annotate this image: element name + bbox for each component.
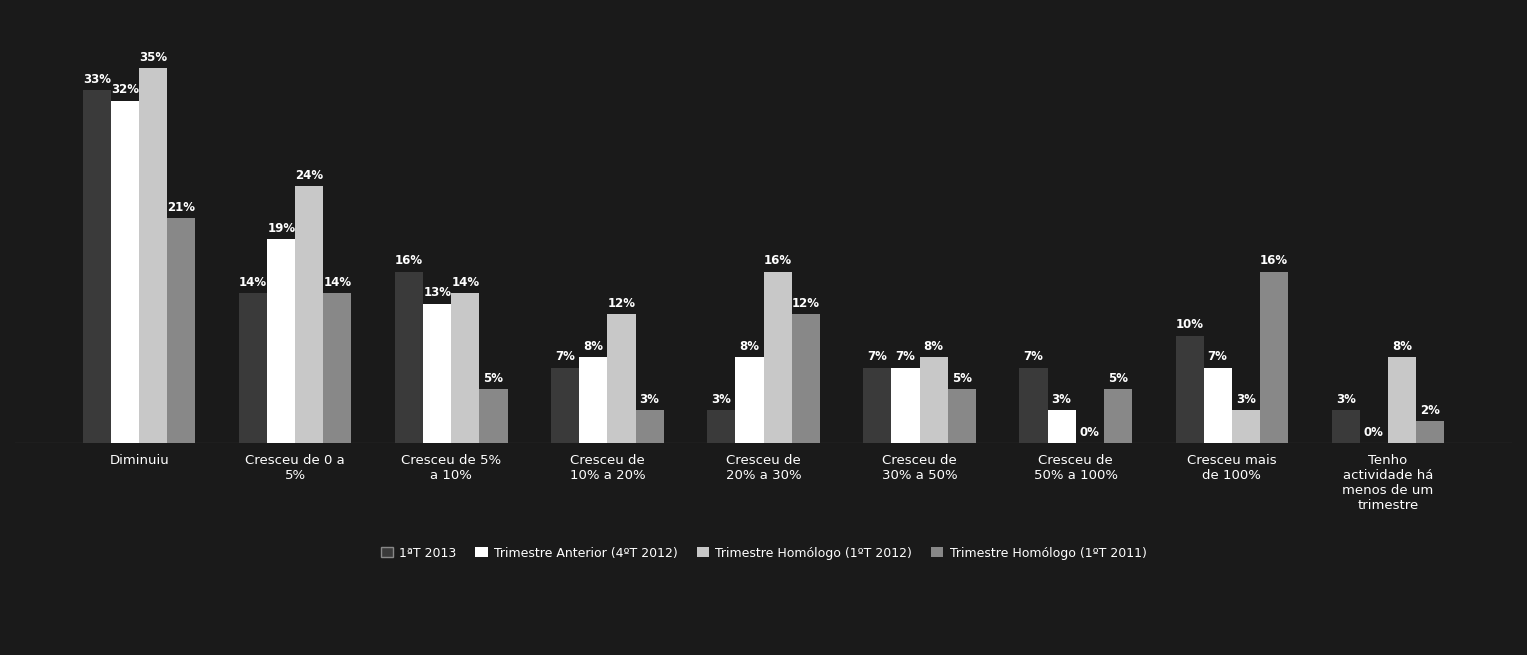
Text: 5%: 5%	[484, 372, 504, 385]
Bar	[139, 68, 168, 443]
Bar	[1232, 411, 1260, 443]
Text: 8%: 8%	[583, 340, 603, 353]
Bar	[863, 367, 892, 443]
Bar	[423, 304, 452, 443]
Text: 35%: 35%	[139, 51, 168, 64]
Text: 12%: 12%	[791, 297, 820, 310]
Bar	[579, 357, 608, 443]
Text: 8%: 8%	[739, 340, 759, 353]
Bar	[1104, 389, 1132, 443]
Bar	[608, 314, 635, 443]
Bar	[1203, 367, 1232, 443]
Text: 7%: 7%	[867, 350, 887, 364]
Bar	[707, 411, 736, 443]
Text: 14%: 14%	[452, 276, 479, 289]
Text: 3%: 3%	[1336, 393, 1356, 406]
Bar	[551, 367, 579, 443]
Text: 2%: 2%	[1420, 404, 1440, 417]
Text: 7%: 7%	[895, 350, 916, 364]
Text: 3%: 3%	[712, 393, 731, 406]
Bar	[1260, 272, 1287, 443]
Bar	[764, 272, 791, 443]
Text: 14%: 14%	[240, 276, 267, 289]
Text: 3%: 3%	[1052, 393, 1072, 406]
Text: 33%: 33%	[82, 73, 111, 86]
Bar	[267, 240, 295, 443]
Bar	[82, 90, 111, 443]
Bar	[736, 357, 764, 443]
Text: 5%: 5%	[1107, 372, 1128, 385]
Bar	[479, 389, 507, 443]
Text: 16%: 16%	[395, 254, 423, 267]
Text: 5%: 5%	[951, 372, 971, 385]
Bar	[295, 186, 324, 443]
Text: 3%: 3%	[1235, 393, 1255, 406]
Bar	[452, 293, 479, 443]
Bar	[1388, 357, 1416, 443]
Text: 16%: 16%	[1260, 254, 1287, 267]
Bar	[635, 411, 664, 443]
Bar	[919, 357, 948, 443]
Text: 24%: 24%	[295, 169, 324, 181]
Text: 16%: 16%	[764, 254, 791, 267]
Text: 3%: 3%	[640, 393, 660, 406]
Bar	[1332, 411, 1359, 443]
Bar	[791, 314, 820, 443]
Bar	[395, 272, 423, 443]
Text: 8%: 8%	[924, 340, 944, 353]
Text: 10%: 10%	[1176, 318, 1203, 331]
Text: 8%: 8%	[1391, 340, 1412, 353]
Bar	[948, 389, 976, 443]
Bar	[1020, 367, 1048, 443]
Text: 7%: 7%	[1208, 350, 1228, 364]
Bar	[324, 293, 351, 443]
Text: 0%: 0%	[1080, 426, 1099, 440]
Text: 19%: 19%	[267, 222, 295, 235]
Text: 21%: 21%	[168, 201, 195, 214]
Text: 12%: 12%	[608, 297, 635, 310]
Text: 7%: 7%	[556, 350, 576, 364]
Bar	[1416, 421, 1445, 443]
Bar	[240, 293, 267, 443]
Bar	[1176, 335, 1203, 443]
Bar	[892, 367, 919, 443]
Text: 13%: 13%	[423, 286, 452, 299]
Legend: 1ªT 2013, Trimestre Anterior (4ºT 2012), Trimestre Homólogo (1ºT 2012), Trimestr: 1ªT 2013, Trimestre Anterior (4ºT 2012),…	[376, 542, 1151, 565]
Text: 0%: 0%	[1364, 426, 1383, 440]
Text: 14%: 14%	[324, 276, 351, 289]
Bar	[111, 100, 139, 443]
Text: 7%: 7%	[1023, 350, 1043, 364]
Text: 32%: 32%	[111, 83, 139, 96]
Bar	[168, 218, 195, 443]
Bar	[1048, 411, 1075, 443]
